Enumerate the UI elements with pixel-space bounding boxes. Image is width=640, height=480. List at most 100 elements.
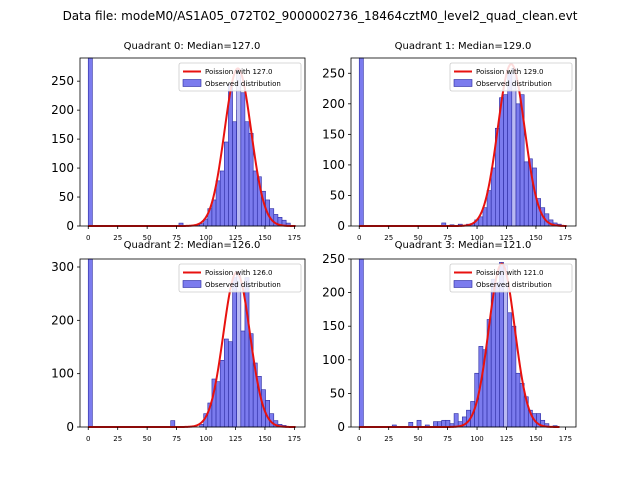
histogram-bar-highlight (511, 68, 517, 227)
x-tick-label: 50 (143, 435, 152, 443)
x-tick-label: 0 (357, 435, 361, 443)
legend-label-poisson: Poission with 129.0 (476, 68, 544, 76)
histogram-bar (219, 360, 225, 428)
histogram-bar (224, 141, 229, 227)
x-tick-label: 125 (500, 435, 513, 443)
y-tick-label: 200 (322, 97, 345, 111)
histogram-bar (358, 258, 364, 428)
x-tick-label: 25 (113, 435, 122, 443)
histogram-bar (503, 94, 508, 227)
y-tick-label: 300 (51, 260, 74, 274)
histogram-bar-highlight (236, 272, 242, 428)
y-tick-label: 150 (322, 319, 345, 333)
x-tick-label: 50 (414, 234, 423, 242)
quadrant-3-panel: Quadrant 3: Median=121.0 0 25 50 75 100 125 15… (322, 240, 577, 443)
y-tick-label: 250 (322, 252, 345, 266)
y-tick-label: 0 (337, 420, 345, 434)
histogram-bar (87, 258, 93, 428)
x-tick-label: 150 (529, 435, 542, 443)
y-tick-label: 0 (66, 219, 74, 233)
histogram-bar-highlight (236, 69, 242, 227)
x-tick-label: 25 (384, 234, 393, 242)
legend-bar-swatch (453, 79, 473, 87)
histogram-bar (87, 57, 93, 227)
x-tick-label: 0 (86, 435, 90, 443)
legend-box (449, 263, 573, 293)
histogram-bar (523, 161, 529, 227)
x-tick-label: 175 (559, 234, 572, 242)
plot-frame (79, 57, 306, 227)
histogram-bar (228, 341, 233, 428)
histogram-bars (87, 57, 291, 227)
histogram-bar (515, 103, 521, 227)
legend-label-poisson: Poission with 126.0 (205, 269, 273, 277)
x-tick-label: 125 (500, 234, 513, 242)
plot-frame (350, 258, 577, 428)
x-tick-label: 100 (199, 435, 212, 443)
y-tick-label: 0 (337, 219, 345, 233)
histogram-bar (416, 419, 422, 428)
legend-box (449, 62, 573, 92)
x-tick-label: 150 (529, 234, 542, 242)
histogram-bar (219, 170, 225, 227)
quadrant-2-panel: Quadrant 2: Median=126.0 0 25 50 75 100 125 15… (51, 240, 306, 443)
legend: Poission with 121.0 Observed distribution (449, 263, 573, 293)
legend-label-observed: Observed distribution (476, 281, 552, 289)
histogram-bar (232, 277, 237, 428)
y-tick-label: 100 (322, 158, 345, 172)
x-tick-label: 100 (199, 234, 212, 242)
x-tick-label: 100 (470, 435, 483, 443)
legend: Poission with 129.0 Observed distribution (449, 62, 573, 92)
legend-bar-swatch (453, 280, 473, 288)
x-tick-label: 125 (229, 234, 242, 242)
x-tick-label: 25 (113, 234, 122, 242)
y-tick-label: 100 (322, 353, 345, 367)
y-tick-label: 150 (51, 132, 74, 146)
histogram-bar (507, 312, 513, 428)
legend: Poission with 126.0 Observed distribution (178, 263, 302, 293)
x-tick-label: 75 (172, 234, 181, 242)
legend-label-observed: Observed distribution (205, 281, 281, 289)
x-tick-label: 50 (414, 435, 423, 443)
legend-label-poisson: Poission with 121.0 (476, 269, 544, 277)
poisson-curve (88, 67, 296, 227)
legend-label-observed: Observed distribution (205, 80, 281, 88)
x-tick-label: 175 (559, 435, 572, 443)
x-tick-label: 0 (86, 234, 90, 242)
histogram-bar (515, 372, 521, 428)
histogram-bar (358, 57, 364, 227)
legend-bar-swatch (182, 280, 202, 288)
histogram-bar (252, 170, 258, 227)
legend-box (178, 62, 302, 92)
y-tick-label: 50 (59, 190, 74, 204)
y-tick-label: 50 (330, 188, 345, 202)
x-tick-label: 75 (172, 435, 181, 443)
x-tick-label: 150 (258, 234, 271, 242)
histogram-bar (507, 72, 513, 227)
histogram-bar (215, 180, 221, 227)
y-tick-label: 200 (51, 103, 74, 117)
histogram-bar (511, 325, 517, 428)
y-tick-label: 0 (66, 420, 74, 434)
quadrant-1-panel: Quadrant 1: Median=129.0 0 25 50 75 100 125 15… (322, 41, 577, 242)
x-tick-label: 125 (229, 435, 242, 443)
quadrant-2-title: Quadrant 2: Median=126.0 (124, 240, 261, 251)
x-tick-label: 75 (443, 234, 452, 242)
x-tick-label: 0 (357, 234, 361, 242)
y-tick-label: 200 (322, 286, 345, 300)
histogram-bar (490, 167, 496, 227)
histogram-bar (240, 92, 246, 227)
histogram-bar (240, 330, 246, 428)
x-tick-label: 100 (470, 234, 483, 242)
quadrant-3-title: Quadrant 3: Median=121.0 (395, 240, 532, 251)
histogram-bar (215, 381, 221, 428)
legend-box (178, 263, 302, 293)
legend-label-observed: Observed distribution (476, 80, 552, 88)
page-title: Data file: modeM0/AS1A05_072T02_90000027… (63, 9, 578, 23)
y-tick-label: 250 (322, 66, 345, 80)
y-tick-label: 100 (51, 367, 74, 381)
x-tick-label: 75 (443, 435, 452, 443)
legend: Poission with 127.0 Observed distribution (178, 62, 302, 92)
x-tick-label: 175 (288, 435, 301, 443)
